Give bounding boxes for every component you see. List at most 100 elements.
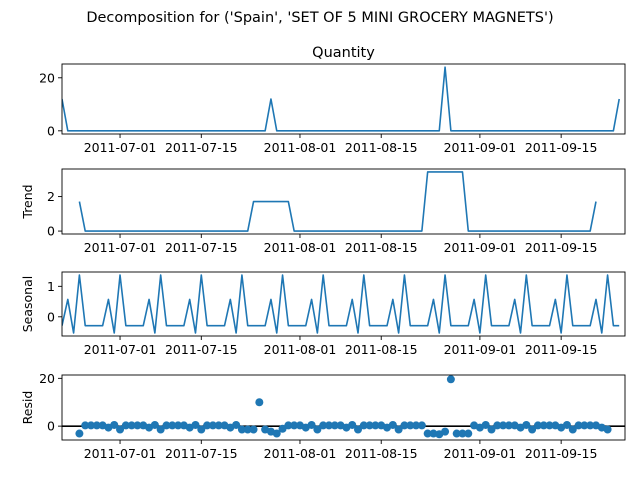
resid-point [394,425,403,434]
x-tick-label: 2011-09-01 [444,140,517,155]
resid-point [324,421,333,430]
resid-point [243,425,252,434]
resid-point [568,425,577,434]
resid-point [504,421,513,430]
resid-point [441,427,450,436]
panel-2: 0 2 2011-07-01 2011-07-15 2011-08-01 2011-08-… [20,168,626,255]
resid-point [87,421,96,430]
resid-point [429,429,438,438]
x-tick-label: 2011-08-01 [264,446,337,461]
x-tick-label: 2011-08-15 [345,240,418,255]
resid-point [586,421,595,430]
y-tick-label: 2 [47,189,55,204]
resid-point [278,424,287,433]
x-tick-label: 2011-07-01 [84,446,157,461]
axes-frame-2 [61,168,626,235]
y-tick-label: 0 [47,123,55,138]
y-tick-label: 0 [47,309,55,324]
y-tick-label: 20 [39,70,55,85]
resid-point [156,425,165,434]
resid-point [603,425,612,434]
resid-point [197,425,206,434]
x-tick-label: 2011-07-01 [84,240,157,255]
resid-point [388,420,397,429]
x-tick-label: 2011-07-01 [84,140,157,155]
resid-point [313,425,322,434]
x-tick-label: 2011-08-15 [345,446,418,461]
x-tick-label: 2011-08-01 [264,140,337,155]
panel-1: 0 20 2011-07-01 2011-07-15 2011-08-01 2011-08… [39,45,626,155]
resid-point [400,421,409,430]
resid-point [249,425,258,434]
x-tick-label: 2011-07-15 [165,240,238,255]
resid-point [562,420,571,429]
x-tick-label: 2011-08-01 [264,342,337,357]
resid-point [272,429,281,438]
panel-4: 0 20 2011-07-01 2011-07-15 2011-08-01 2011-08… [20,371,626,461]
resid-point [232,420,241,429]
x-tick-label: 2011-08-01 [264,240,337,255]
resid-point [203,421,212,430]
series-line-1 [62,66,620,132]
series-line-3 [62,274,620,334]
resid-point [499,421,508,430]
axes-frame-1 [61,63,626,135]
x-tick-label: 2011-07-01 [84,342,157,357]
resid-point [365,421,374,430]
resid-point [354,425,363,434]
x-tick-label: 2011-09-01 [444,240,517,255]
x-tick-label: 2011-09-15 [525,446,598,461]
x-tick-label: 2011-09-15 [525,240,598,255]
resid-point [284,421,293,430]
resid-point [371,421,380,430]
resid-point [208,421,217,430]
resid-point [458,429,467,438]
y-axis-label: Trend [20,184,35,219]
figure-suptitle: Decomposition for ('Spain', 'SET OF 5 MI… [86,10,553,26]
resid-point [162,421,171,430]
y-tick-label: 20 [39,371,55,386]
resid-point [121,421,130,430]
resid-point [481,420,490,429]
resid-point [412,421,421,430]
resid-point [319,421,328,430]
resid-point [580,421,589,430]
x-tick-label: 2011-09-01 [444,446,517,461]
x-tick-label: 2011-08-15 [345,342,418,357]
resid-point [150,420,159,429]
resid-point [452,429,461,438]
resid-point [348,420,357,429]
resid-markers [75,375,612,439]
y-axis-label: Seasonal [20,276,35,333]
resid-point [133,421,142,430]
panel-3: 0 1 2011-07-01 2011-07-15 2011-08-01 2011-08-… [20,271,626,357]
resid-point [533,421,542,430]
resid-point [168,421,177,430]
x-tick-label: 2011-09-01 [444,342,517,357]
y-axis-label: Resid [20,391,35,425]
x-tick-label: 2011-08-15 [345,140,418,155]
resid-point [545,421,554,430]
y-tick-label: 1 [47,279,55,294]
resid-point [423,429,432,438]
resid-point [116,425,125,434]
resid-point [330,421,339,430]
y-tick-label: 0 [47,419,55,434]
resid-point [528,425,537,434]
series-line-2 [78,171,597,232]
resid-point [75,429,84,438]
resid-point [464,429,473,438]
x-tick-label: 2011-07-15 [165,342,238,357]
resid-point [487,425,496,434]
resid-point [237,425,246,434]
resid-point [539,421,548,430]
resid-point [290,421,299,430]
x-tick-label: 2011-07-15 [165,446,238,461]
x-tick-label: 2011-09-15 [525,140,598,155]
resid-point [406,421,415,430]
x-tick-label: 2011-09-15 [525,342,598,357]
resid-point [446,375,455,384]
x-tick-label: 2011-07-15 [165,140,238,155]
axes-frame-3 [61,271,626,337]
resid-point [92,421,101,430]
